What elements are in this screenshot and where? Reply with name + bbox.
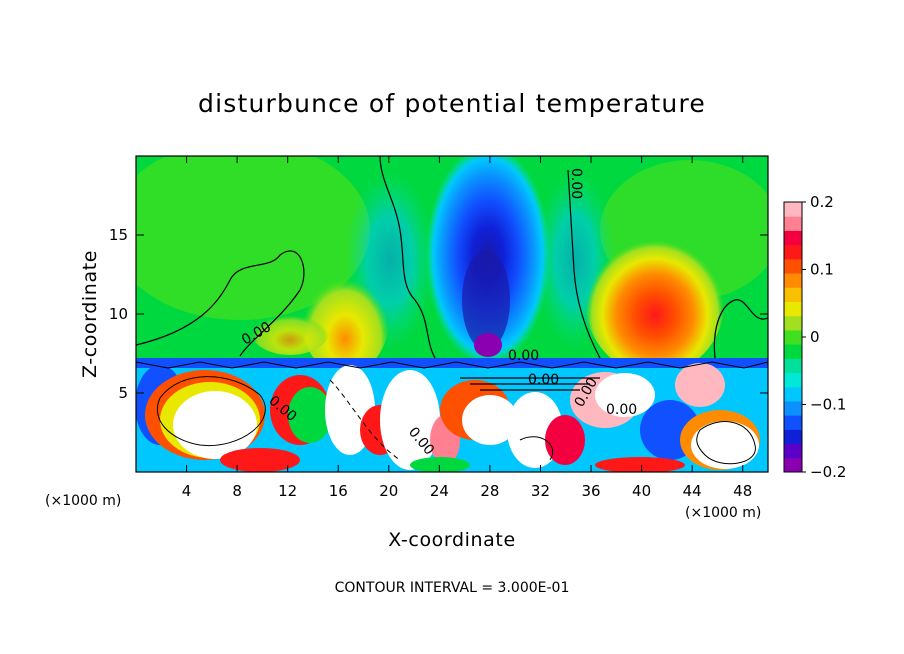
y-tick-label: 15 (109, 226, 128, 244)
colorbar-segment (784, 358, 802, 374)
colorbar-tick-label: 0.2 (810, 193, 834, 211)
colorbar-segment (784, 216, 802, 231)
contour-interval: CONTOUR INTERVAL = 3.000E-01 (335, 580, 570, 596)
contour-label: 0.00 (568, 168, 584, 199)
x-tick-label: 8 (232, 482, 242, 500)
colorbar-segment (784, 301, 802, 317)
boundary-layer (136, 358, 768, 472)
colorbar-segment (784, 386, 802, 402)
colorbar-tick-label: −0.1 (810, 396, 846, 414)
colorbar-segment (784, 429, 802, 445)
colorbar (783, 201, 803, 473)
contour-label: 0.00 (606, 402, 637, 418)
colorbar-segment (784, 287, 802, 302)
x-tick-label: 12 (278, 482, 297, 500)
colorbar-segment (784, 230, 802, 246)
field-positive-lobe (585, 225, 725, 375)
field-warm-left-2 (250, 305, 330, 355)
x-axis-ticks: 4 8 12 16 20 24 28 32 36 40 44 48 (182, 156, 752, 500)
colorbar-segment (784, 372, 802, 388)
x-tick-label: 24 (430, 482, 449, 500)
zero-contour-left (136, 250, 305, 357)
colorbar-segment (784, 457, 802, 473)
colorbar-ticks: 0.2 0.1 0 −0.1 −0.2 (802, 193, 846, 481)
plot-area (136, 156, 768, 472)
colorbar-tick-label: 0 (810, 328, 820, 346)
colorbar-tick-label: 0.1 (810, 261, 834, 279)
colorbar-segment (784, 202, 802, 217)
x-tick-label: 44 (683, 482, 702, 500)
colorbar-segment (784, 344, 802, 359)
colorbar-segment (784, 244, 802, 260)
x-tick-label: 20 (379, 482, 398, 500)
zero-contour-right (567, 169, 601, 359)
y-axis-label: Z-coordinate (79, 250, 101, 378)
x-tick-label: 36 (581, 482, 600, 500)
field-warm-left (300, 255, 390, 375)
contour-label: 0.00 (508, 348, 539, 364)
x-unit-left: (×1000 m) (45, 493, 121, 509)
x-unit-right: (×1000 m) (685, 505, 761, 521)
x-axis-label: X-coordinate (388, 529, 515, 551)
colorbar-segment (784, 315, 802, 331)
y-tick-label: 10 (109, 305, 128, 323)
x-tick-label: 16 (329, 482, 348, 500)
y-axis-ticks: 5 10 15 (109, 226, 768, 402)
colorbar-tick-label: −0.2 (810, 463, 846, 481)
y-tick-label: 5 (118, 384, 128, 402)
field-negative-core-2 (462, 250, 510, 350)
x-tick-label: 40 (632, 482, 651, 500)
colorbar-segment (784, 443, 802, 459)
colorbar-segment (784, 415, 802, 430)
colorbar-segment (784, 400, 802, 416)
x-tick-label: 4 (182, 482, 192, 500)
x-tick-label: 32 (531, 482, 550, 500)
zero-contour-right-2 (713, 299, 768, 359)
x-tick-label: 48 (733, 482, 752, 500)
colorbar-segment (784, 329, 802, 345)
x-tick-label: 28 (480, 482, 499, 500)
colorbar-segment (784, 273, 802, 288)
contour-label: 0.00 (528, 372, 559, 388)
field-negative-base (474, 333, 502, 357)
chart-title: disturbunce of potential temperature (198, 89, 706, 118)
zero-contour-mid (379, 156, 436, 359)
colorbar-segment (784, 258, 802, 274)
